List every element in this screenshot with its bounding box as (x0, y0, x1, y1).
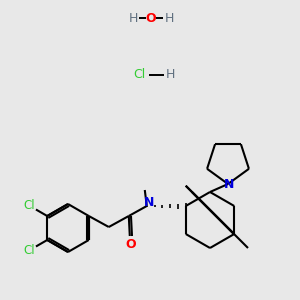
Text: Cl: Cl (23, 244, 35, 257)
Text: Cl: Cl (133, 68, 145, 82)
Text: H: H (165, 68, 175, 82)
Text: H: H (164, 11, 174, 25)
Text: H: H (128, 11, 138, 25)
Text: Cl: Cl (23, 199, 35, 212)
Text: N: N (224, 178, 234, 191)
Text: O: O (125, 238, 136, 250)
Text: N: N (144, 196, 154, 209)
Text: O: O (146, 11, 156, 25)
